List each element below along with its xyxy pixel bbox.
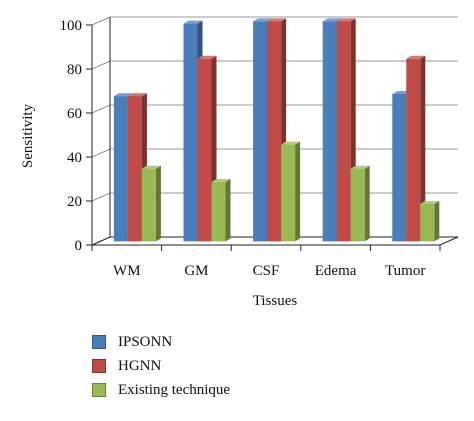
x-tick-label: WM — [113, 263, 141, 279]
legend-label-ipsonn: IPSONN — [118, 333, 173, 350]
bar-front — [141, 168, 156, 242]
bar-wm-existing-technique — [141, 165, 161, 242]
bar-tumor-existing-technique — [420, 201, 440, 242]
legend-item-hgnn: HGNN — [92, 354, 230, 378]
x-tick-label: CSF — [253, 263, 280, 279]
x-tick-label: Edema — [315, 263, 357, 279]
bar-top — [267, 18, 287, 22]
legend-item-existing-technique: Existing technique — [92, 378, 230, 402]
bar-front — [267, 21, 282, 242]
bar-front — [197, 58, 212, 242]
bar-front — [322, 21, 337, 242]
bar-top — [350, 165, 370, 169]
legend-swatch-hgnn — [92, 359, 106, 373]
bar-top — [253, 18, 273, 22]
bar-side — [155, 165, 161, 242]
bar-top — [113, 93, 133, 97]
bar-front — [211, 182, 226, 242]
bar-front — [336, 21, 351, 242]
x-axis-label: Tissues — [253, 293, 298, 309]
bar-side — [364, 165, 370, 242]
bar-chart: 0 20 40 60 80 100 WM GM CSF Edema Tumor Sensitivit… — [20, 16, 459, 309]
bar-front — [183, 23, 198, 242]
bar-top — [141, 165, 161, 169]
bar-top — [281, 141, 301, 145]
bar-front — [281, 144, 296, 242]
y-tick-label: 40 — [67, 150, 82, 166]
bar-gm-existing-technique — [211, 179, 231, 242]
y-tick-label: 60 — [67, 106, 82, 122]
legend-label-existing-technique: Existing technique — [118, 381, 231, 398]
bar-front — [350, 168, 365, 242]
bar-top — [211, 179, 231, 182]
tick-labels: 0 20 40 60 80 100 WM GM CSF Edema Tumor — [60, 18, 426, 279]
y-tick-label: 80 — [67, 62, 82, 78]
bar-top — [420, 201, 440, 204]
bar-side — [225, 179, 231, 242]
axes — [86, 17, 459, 251]
bar-tumor-hgnn — [406, 55, 426, 242]
bar-front — [420, 204, 435, 242]
bar-side — [420, 55, 426, 242]
legend: IPSONN HGNN Existing technique — [92, 330, 230, 402]
y-axis-label: Sensitivity — [20, 103, 36, 168]
bar-side — [434, 201, 440, 242]
bar-front — [253, 21, 268, 242]
bar-csf-existing-technique — [281, 141, 301, 242]
bar-edema-existing-technique — [350, 165, 370, 242]
legend-swatch-ipsonn — [92, 335, 106, 349]
bar-front — [392, 94, 407, 242]
bars — [113, 18, 440, 242]
y-tick-label: 100 — [60, 18, 83, 34]
bar-top — [322, 18, 342, 22]
floor — [91, 236, 459, 246]
gridline-side — [91, 104, 111, 114]
y-tick-label: 20 — [67, 194, 82, 210]
bar-front — [127, 96, 142, 242]
x-tick-label: Tumor — [385, 263, 425, 279]
gridline-side — [91, 192, 111, 202]
bar-top — [197, 55, 217, 59]
gridline-side — [91, 148, 111, 158]
bar-front — [113, 96, 128, 242]
y-tick-label: 0 — [75, 238, 83, 254]
legend-swatch-existing-technique — [92, 383, 106, 397]
bar-side — [295, 141, 301, 242]
bar-front — [406, 58, 421, 242]
legend-label-hgnn: HGNN — [118, 357, 162, 374]
bar-top — [336, 18, 356, 22]
bar-top — [183, 20, 203, 24]
legend-item-ipsonn: IPSONN — [92, 330, 230, 354]
bar-top — [406, 55, 426, 59]
bar-top — [127, 93, 147, 97]
gridline-side — [91, 60, 111, 70]
gridline-side — [91, 16, 111, 26]
x-tick-label: GM — [184, 263, 208, 279]
